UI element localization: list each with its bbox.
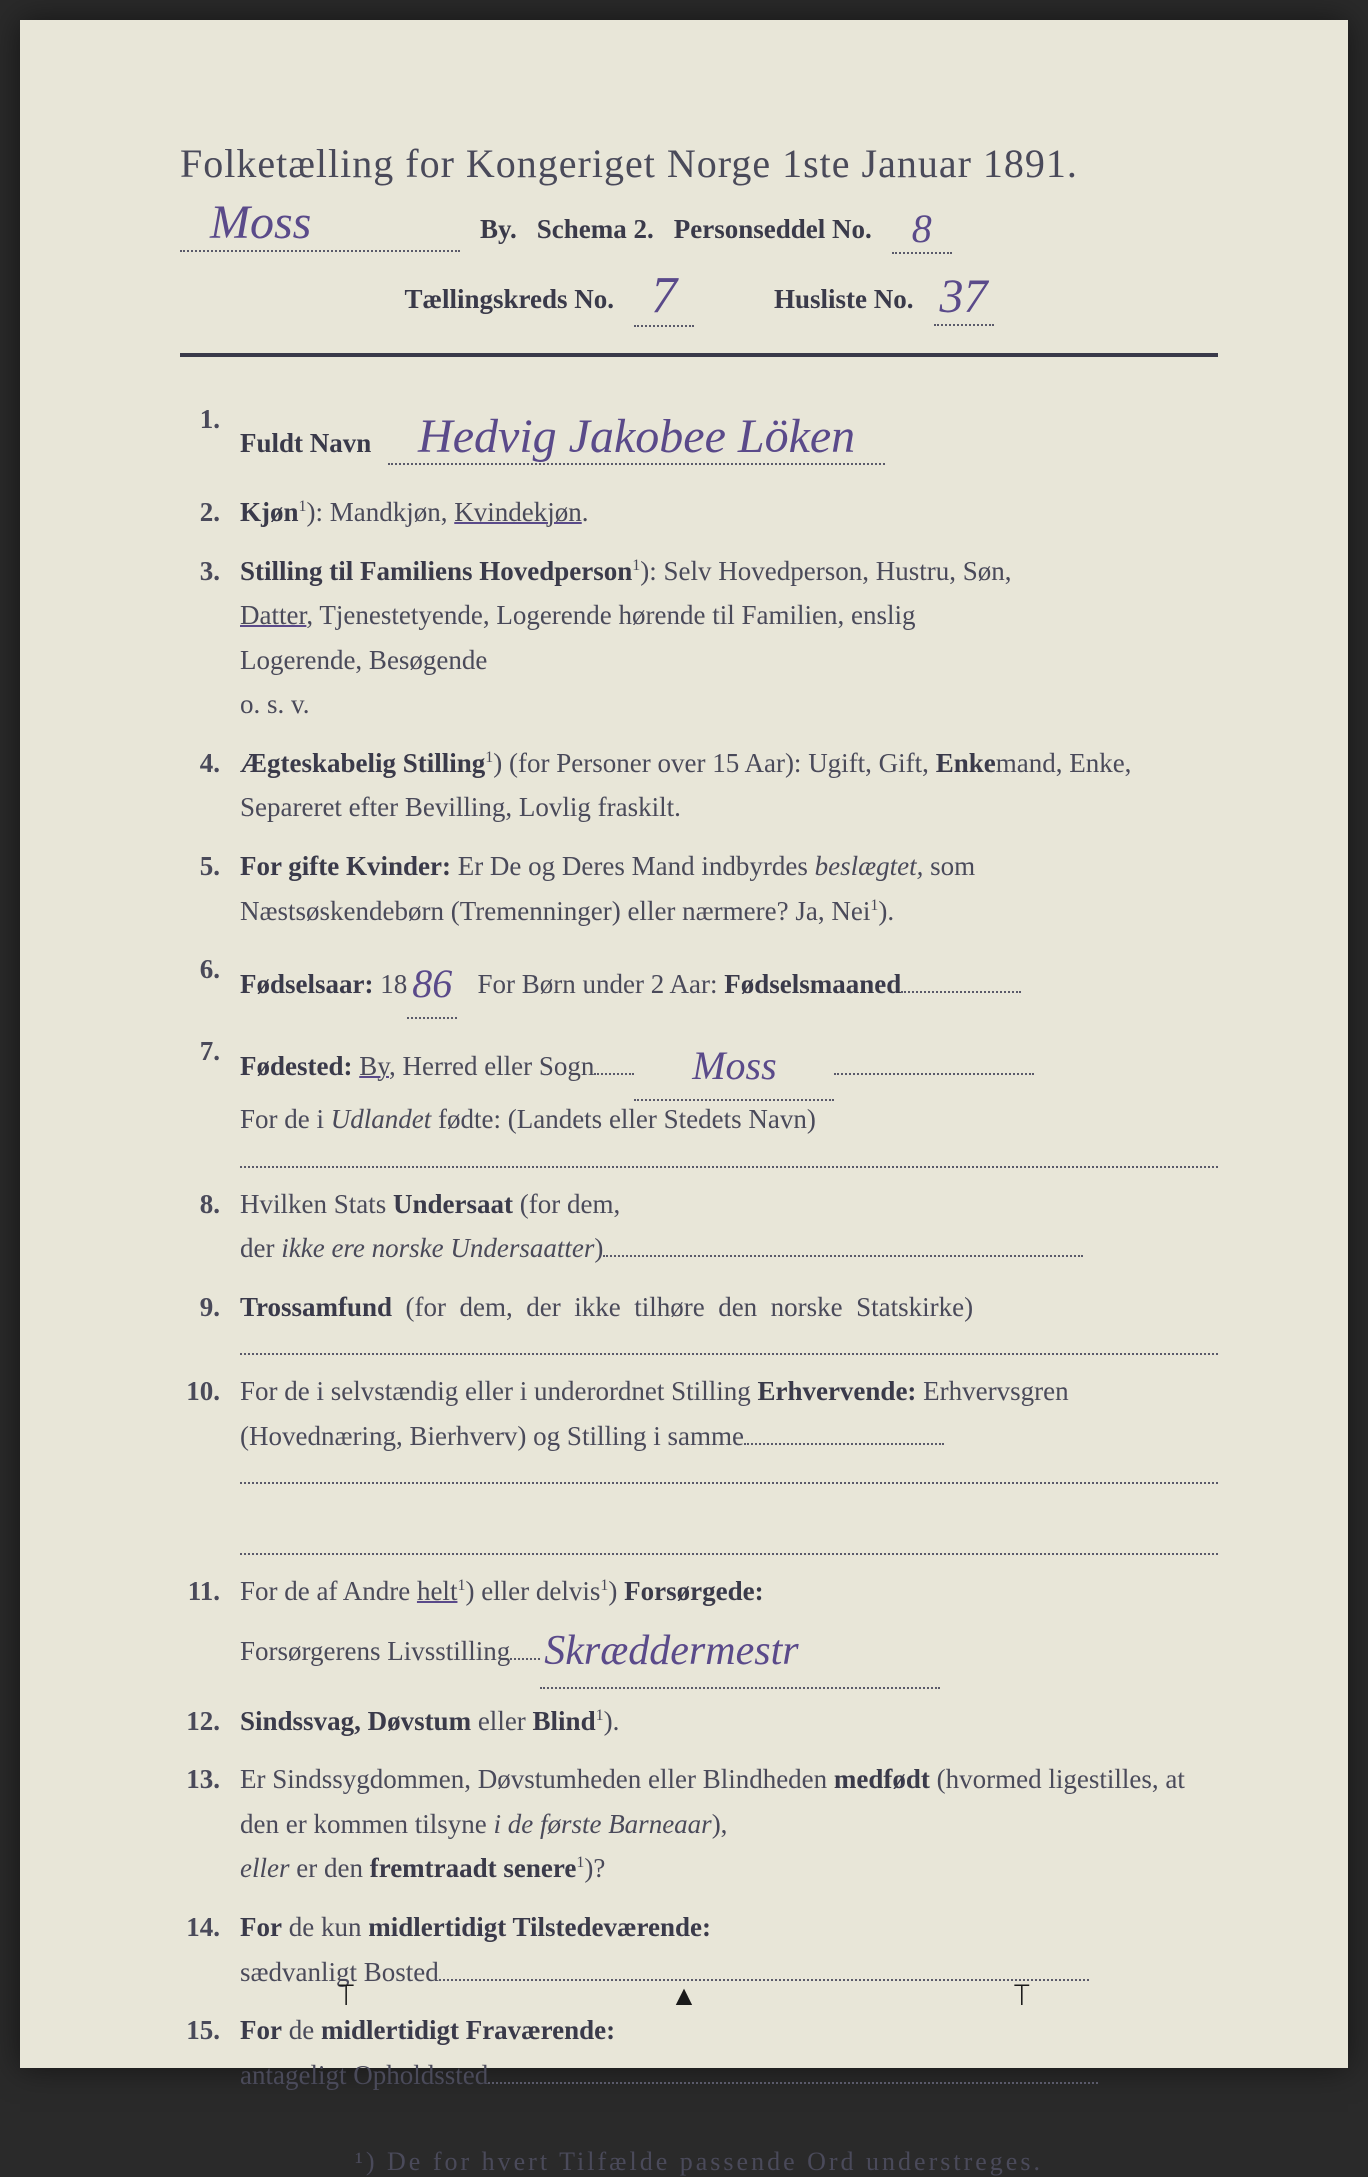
birth-year: 86 bbox=[407, 951, 457, 1019]
header-row-city: Moss By. Schema 2. Personseddel No. 8 bbox=[180, 195, 1218, 252]
footnote: ¹) De for hvert Tilfælde passende Ord un… bbox=[180, 2147, 1218, 2177]
husliste-label: Husliste No. bbox=[774, 284, 914, 315]
item-8: 8. Hvilken Stats Undersaat (for dem, der… bbox=[180, 1182, 1218, 1271]
label-kjon: Kjøn bbox=[240, 497, 299, 527]
item-13: 13. Er Sindssygdommen, Døvstumheden elle… bbox=[180, 1757, 1218, 1891]
personseddel-label: Personseddel No. bbox=[674, 214, 872, 245]
item-12: 12. Sindssvag, Døvstum eller Blind1). bbox=[180, 1699, 1218, 1744]
item-4: 4. Ægteskabelig Stilling1) (for Personer… bbox=[180, 741, 1218, 830]
name-value: Hedvig Jakobee Löken bbox=[388, 410, 885, 465]
census-form-page: Folketælling for Kongeriget Norge 1ste J… bbox=[20, 20, 1348, 2068]
personseddel-no: 8 bbox=[892, 205, 952, 254]
divider bbox=[180, 353, 1218, 357]
item-15: 15. For de midlertidigt Fraværende: anta… bbox=[180, 2008, 1218, 2097]
by-label: By. bbox=[480, 214, 517, 245]
city-field: Moss bbox=[180, 195, 460, 252]
item-10: 10. For de i selvstændig eller i underor… bbox=[180, 1369, 1218, 1555]
item-1: 1. Fuldt Navn Hedvig Jakobee Löken bbox=[180, 397, 1218, 476]
pin-icon: ▲ bbox=[670, 1981, 698, 2013]
datter-underlined: Datter bbox=[240, 600, 306, 630]
kvindekjon-underlined: Kvindekjøn bbox=[454, 497, 582, 527]
document-title: Folketælling for Kongeriget Norge 1ste J… bbox=[180, 140, 1218, 187]
item-5: 5. For gifte Kvinder: Er De og Deres Man… bbox=[180, 844, 1218, 933]
item-7: 7. Fødested: By, Herred eller SognMoss F… bbox=[180, 1029, 1218, 1168]
item-3: 3. Stilling til Familiens Hovedperson1):… bbox=[180, 549, 1218, 727]
item-9: 9. Trossamfund (for dem, der ikke tilhør… bbox=[180, 1285, 1218, 1356]
taellingskreds-label: Tællingskreds No. bbox=[404, 284, 614, 315]
label-stilling: Stilling til Familiens Hovedperson bbox=[240, 556, 632, 586]
taellingskreds-no: 7 bbox=[634, 266, 694, 327]
label-fuldt-navn: Fuldt Navn bbox=[240, 428, 371, 458]
pin-marks: ⟙ ▲ ⟙ bbox=[20, 1981, 1348, 2013]
pin-icon: ⟙ bbox=[1014, 1981, 1031, 2013]
schema-label: Schema 2. bbox=[537, 214, 654, 245]
birthplace: Moss bbox=[634, 1033, 834, 1101]
label-aegteskab: Ægteskabelig Stilling bbox=[240, 748, 485, 778]
husliste-no: 37 bbox=[934, 269, 994, 326]
header-row-kreds: Tællingskreds No. 7 Husliste No. 37 bbox=[180, 262, 1218, 323]
item-2: 2. Kjøn1): Mandkjøn, Kvindekjøn. bbox=[180, 490, 1218, 535]
item-6: 6. Fødselsaar: 1886 For Børn under 2 Aar… bbox=[180, 947, 1218, 1015]
pin-icon: ⟙ bbox=[338, 1981, 355, 2013]
provider-occupation: Skræddermestr bbox=[540, 1617, 940, 1688]
item-11: 11. For de af Andre helt1) eller delvis1… bbox=[180, 1569, 1218, 1685]
osv: o. s. v. bbox=[240, 689, 310, 719]
